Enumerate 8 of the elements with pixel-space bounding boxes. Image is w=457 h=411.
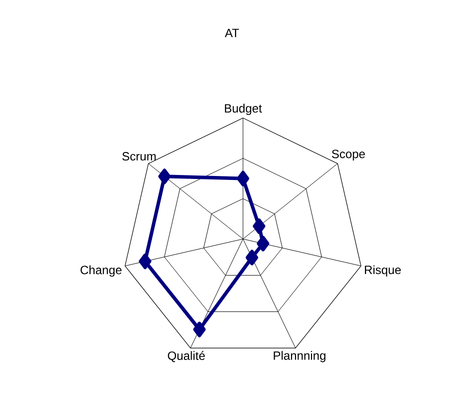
spoke-label: Scope xyxy=(332,150,365,161)
spoke-label: Change xyxy=(80,265,122,277)
spoke-label: Risque xyxy=(364,265,401,277)
spoke-label: Scrum xyxy=(122,152,156,161)
spoke-label: Qualité xyxy=(168,351,205,362)
spoke-label: Plannning xyxy=(274,351,326,362)
spoke-label: Budget xyxy=(224,104,262,115)
chart-title: AT xyxy=(224,28,239,38)
